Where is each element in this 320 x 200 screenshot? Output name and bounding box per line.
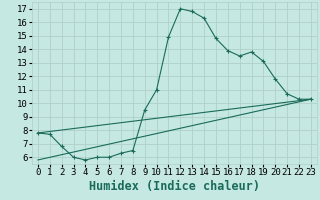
X-axis label: Humidex (Indice chaleur): Humidex (Indice chaleur) (89, 180, 260, 193)
